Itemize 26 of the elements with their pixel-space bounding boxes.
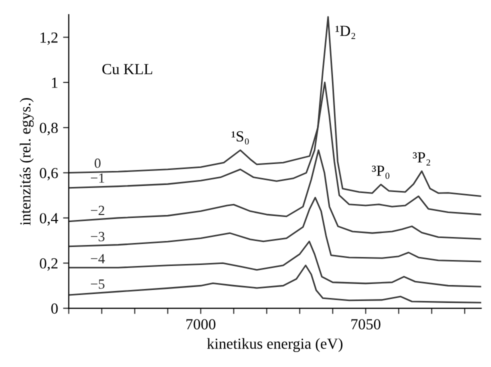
series-label: 0: [94, 158, 101, 168]
y-tick-label: 0,2: [40, 258, 58, 271]
y-tick-label: 0,6: [40, 168, 58, 180]
annotation: ³P₂: [412, 152, 430, 166]
series-label: −5: [90, 280, 104, 289]
series-label: −1: [90, 173, 104, 183]
y-tick-label: 0,8: [40, 122, 58, 136]
line-series: [68, 240, 482, 288]
annotation: ¹S₀: [232, 131, 249, 145]
x-tick-label: 7050: [351, 319, 380, 330]
series-label: −3: [90, 232, 104, 242]
x-tick-label: 7000: [186, 319, 216, 330]
annotation: ¹D₂: [336, 26, 356, 39]
y-tick-label: 0,4: [40, 213, 58, 226]
annotation: Cu KLL: [102, 64, 152, 74]
y-tick-label: 0: [51, 303, 58, 314]
line-series: [68, 196, 482, 262]
x-axis-title: kinetikus energia (eV): [207, 338, 342, 352]
line-series: [68, 264, 482, 304]
line-series: [68, 149, 482, 240]
y-tick-label: 1: [52, 78, 58, 88]
series-label: −2: [90, 206, 104, 216]
y-axis-title: intenzitás (rel. egys.): [20, 98, 34, 226]
annotation: ³P₀: [372, 166, 390, 179]
series-label: −4: [90, 254, 105, 264]
y-tick-label: 1,2: [40, 32, 58, 45]
